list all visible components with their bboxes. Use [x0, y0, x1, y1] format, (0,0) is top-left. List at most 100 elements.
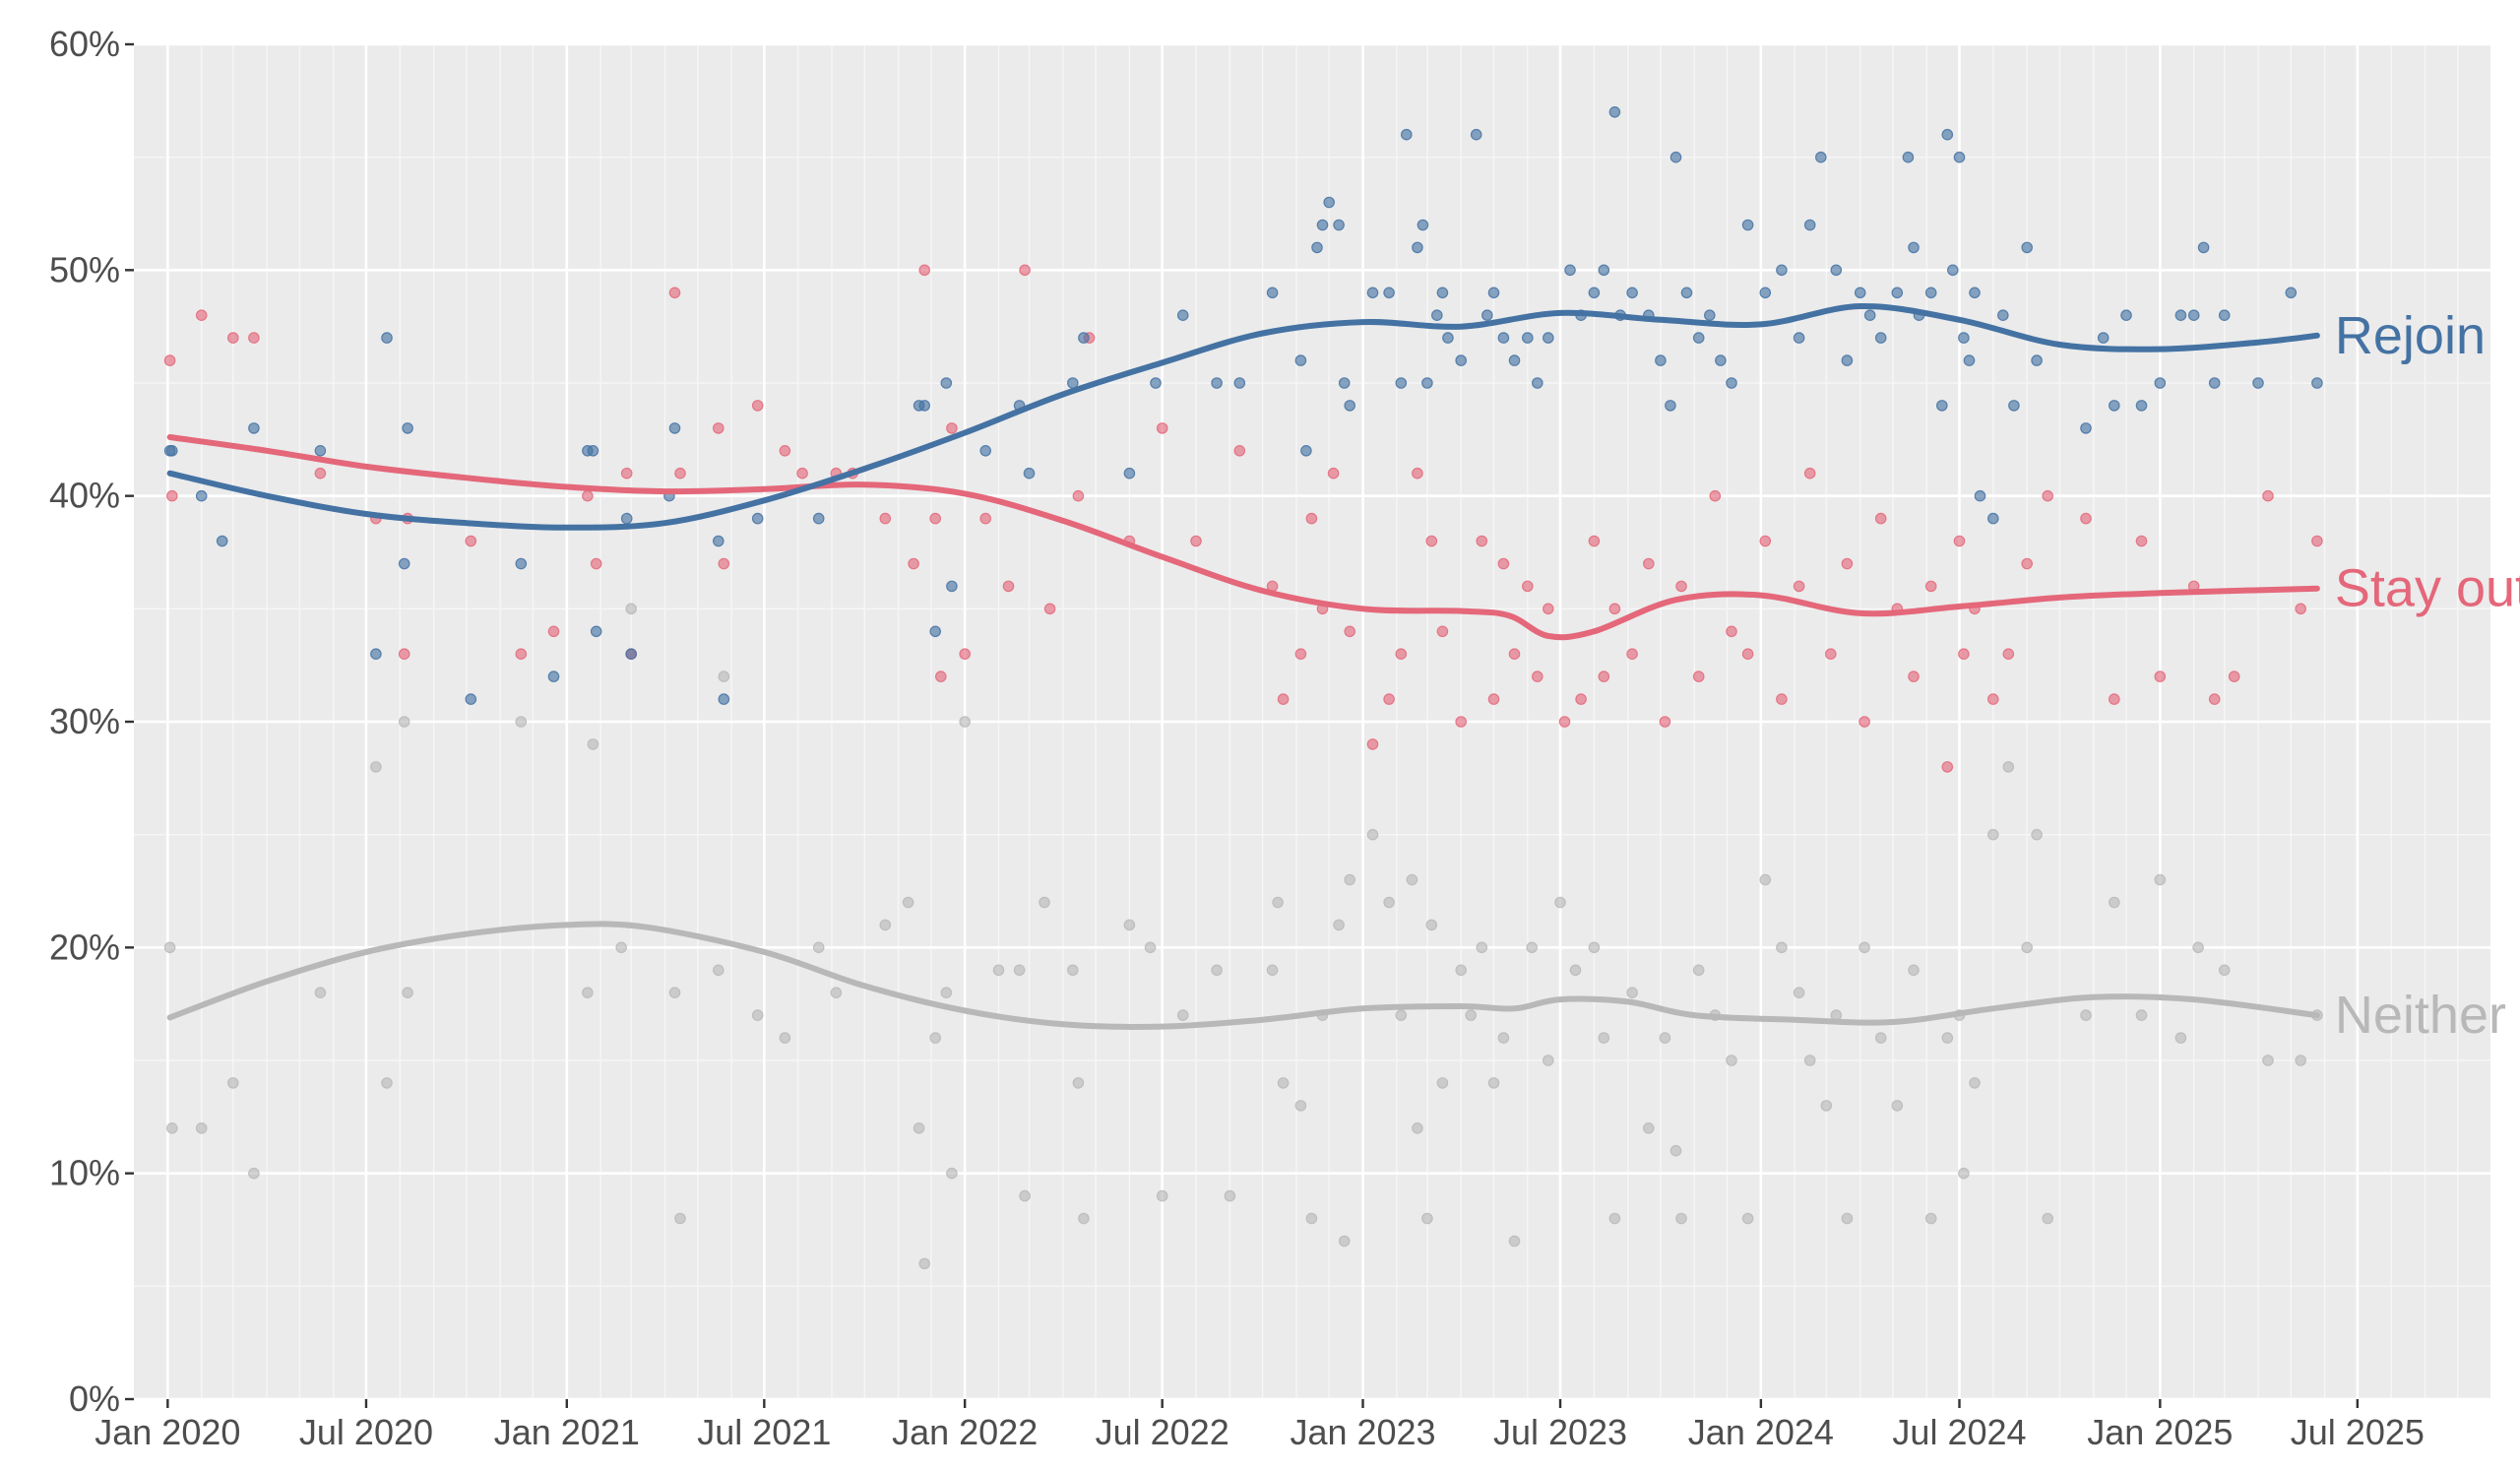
rejoin-poll-point [1588, 287, 1601, 299]
rejoin-poll-point [1078, 332, 1090, 344]
stay-out-poll-point [314, 467, 327, 480]
rejoin-poll-point [1841, 354, 1854, 366]
rejoin-poll-point [1726, 377, 1737, 389]
rejoin-series-label: Rejoin [2335, 306, 2486, 365]
stay-out-poll-point [1532, 671, 1544, 682]
rejoin-poll-point [1704, 309, 1716, 321]
rejoin-poll-point [1987, 512, 1999, 525]
stay-out-poll-point [1543, 603, 1554, 615]
rejoin-poll-point [248, 422, 260, 434]
stay-out-poll-point [2042, 489, 2053, 502]
stay-out-poll-point [879, 512, 892, 525]
stay-out-poll-point [908, 557, 919, 570]
stay-out-poll-point [1487, 693, 1500, 705]
rejoin-poll-point [1300, 444, 1312, 457]
rejoin-poll-point [195, 489, 208, 502]
neither-poll-point [1305, 1212, 1318, 1225]
stay-out-poll-point [1522, 580, 1534, 593]
stay-out-poll-point [166, 489, 178, 502]
rejoin-poll-point [2021, 241, 2033, 254]
rejoin-poll-point [1508, 354, 1521, 366]
neither-series-label: Neither [2335, 986, 2506, 1045]
neither-poll-point [1487, 1077, 1500, 1089]
rejoin-poll-point [1442, 332, 1454, 344]
neither-poll-point [1406, 873, 1418, 886]
stay-out-poll-point [590, 557, 602, 570]
neither-poll-point [1958, 1167, 1970, 1180]
stay-out-poll-point [934, 671, 947, 682]
neither-poll-point [959, 716, 971, 728]
rejoin-poll-point [216, 535, 228, 547]
neither-poll-point [2031, 828, 2043, 841]
neither-poll-point [2174, 1032, 2187, 1044]
neither-poll-point [1272, 896, 1284, 909]
rejoin-poll-point [1344, 400, 1355, 412]
neither-poll-point [582, 987, 594, 998]
x-axis-tick-label: Jul 2024 [1892, 1412, 2026, 1452]
rejoin-poll-point [1969, 287, 1981, 299]
stay-out-poll-point [1692, 671, 1705, 682]
neither-poll-point [1412, 1122, 1423, 1134]
stay-out-poll-point [1327, 467, 1340, 480]
neither-poll-point [1659, 1032, 1671, 1044]
rejoin-poll-point [2187, 309, 2200, 321]
neither-poll-point [1569, 964, 1582, 977]
stay-out-poll-point [2080, 512, 2092, 525]
neither-poll-point [1841, 1212, 1854, 1225]
stay-out-poll-point [1019, 264, 1031, 277]
rejoin-poll-point [1487, 287, 1500, 299]
stay-out-poll-point [1002, 580, 1015, 593]
stay-out-poll-point [1233, 444, 1246, 457]
stay-out-poll-point [1776, 693, 1788, 705]
rejoin-poll-point [1680, 287, 1693, 299]
neither-poll-point [1726, 1055, 1737, 1066]
neither-poll-point [1924, 1212, 1937, 1225]
stay-out-poll-point [1858, 716, 1870, 728]
rejoin-poll-point [402, 422, 413, 434]
stay-out-poll-point [1072, 489, 1085, 502]
neither-poll-point [2002, 761, 2015, 773]
stay-out-poll-point [1953, 535, 1966, 547]
stay-out-poll-point [1709, 489, 1722, 502]
rejoin-poll-point [1532, 377, 1544, 389]
neither-poll-point [1176, 1009, 1189, 1021]
y-axis-tick-label: 0% [69, 1378, 120, 1419]
stay-out-poll-point [2262, 489, 2274, 502]
rejoin-poll-point [1863, 309, 1876, 321]
neither-poll-point [2218, 964, 2231, 977]
x-axis-tick-label: Jan 2022 [892, 1412, 1038, 1452]
rejoin-poll-point [2218, 309, 2231, 321]
x-axis-tick-label: Jan 2020 [94, 1412, 240, 1452]
neither-poll-point [402, 987, 413, 998]
neither-poll-point [615, 941, 627, 954]
rejoin-poll-point [1338, 377, 1351, 389]
stay-out-poll-point [779, 444, 791, 457]
stay-out-poll-point [2295, 603, 2306, 615]
rejoin-poll-point [718, 693, 730, 705]
rejoin-poll-point [1608, 106, 1621, 118]
rejoin-poll-point [314, 444, 327, 457]
stay-out-poll-point [1558, 716, 1571, 728]
neither-poll-point [751, 1009, 764, 1021]
stay-out-poll-point [1626, 648, 1638, 660]
rejoin-poll-point [2197, 241, 2210, 254]
axes: 0% 10% 20% 30% 40% 50% 60% Jan 2020 Jul 2020 Jan … [49, 24, 2425, 1452]
stay-out-poll-point [1675, 580, 1687, 593]
y-axis-tick-label: 40% [49, 476, 120, 516]
rejoin-poll-point [1123, 467, 1136, 480]
neither-poll-point [940, 987, 953, 998]
rejoin-poll-point [1974, 489, 1986, 502]
neither-poll-point [1266, 964, 1279, 977]
rejoin-poll-point [1401, 128, 1413, 141]
rejoin-poll-point [979, 444, 991, 457]
neither-poll-point [1072, 1077, 1085, 1089]
neither-poll-point [1858, 941, 1870, 954]
stay-out-poll-point [1395, 648, 1408, 660]
rejoin-poll-point [1741, 219, 1754, 231]
neither-poll-point [1224, 1189, 1236, 1202]
x-axis-tick-label: Jul 2025 [2291, 1412, 2425, 1452]
stay-out-poll-point [1305, 512, 1318, 525]
stay-out-poll-point [979, 512, 991, 525]
stay-out-poll-point [1508, 648, 1521, 660]
stay-out-poll-point [1608, 603, 1621, 615]
